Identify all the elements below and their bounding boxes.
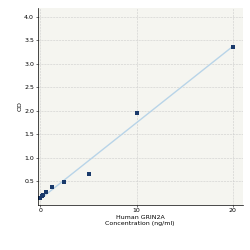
Point xyxy=(38,196,42,200)
X-axis label: Human GRIN2A
Concentration (ng/ml): Human GRIN2A Concentration (ng/ml) xyxy=(105,215,175,226)
Y-axis label: OD: OD xyxy=(18,101,23,111)
Point xyxy=(50,185,54,189)
Point xyxy=(135,111,139,115)
Point xyxy=(40,194,44,198)
Point xyxy=(231,46,235,50)
Point xyxy=(42,193,46,197)
Point xyxy=(44,190,48,194)
Point xyxy=(86,172,90,176)
Point xyxy=(62,180,66,184)
